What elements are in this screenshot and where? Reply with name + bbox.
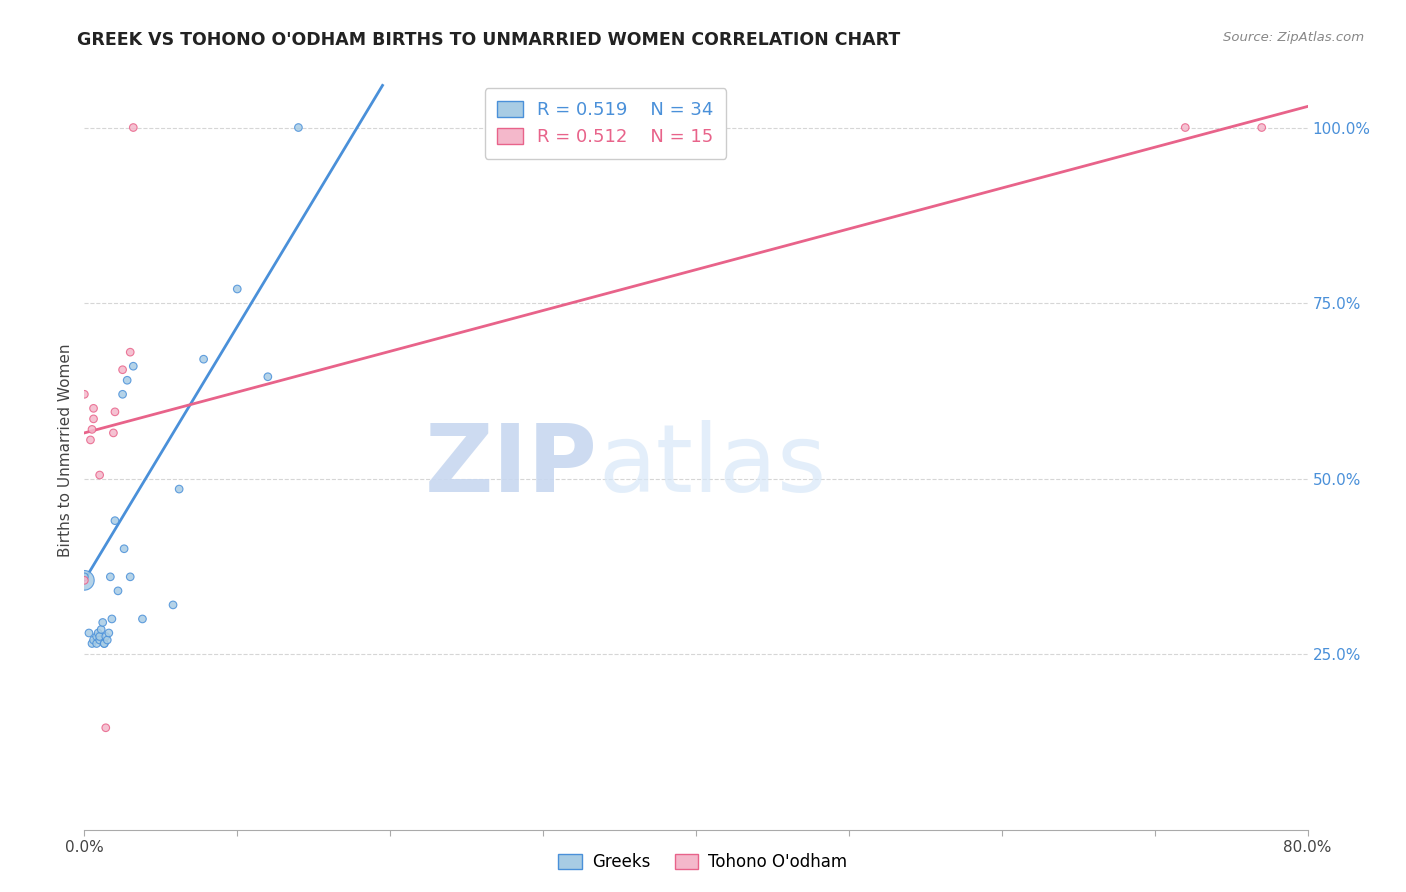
Text: Source: ZipAtlas.com: Source: ZipAtlas.com	[1223, 31, 1364, 45]
Point	[86, 636, 108, 650]
Point	[94, 630, 117, 644]
Text: ZIP: ZIP	[425, 419, 598, 512]
Point	[257, 369, 280, 384]
Point	[79, 433, 101, 447]
Point	[103, 425, 125, 440]
Point	[98, 570, 121, 584]
Point	[654, 120, 676, 135]
Point	[83, 412, 105, 426]
Point	[90, 623, 112, 637]
Point	[122, 359, 145, 374]
Point	[104, 405, 127, 419]
Point	[111, 362, 134, 376]
Point	[107, 583, 129, 598]
Point	[91, 615, 114, 630]
Legend: Greeks, Tohono O'odham: Greeks, Tohono O'odham	[550, 845, 856, 880]
Point	[87, 626, 110, 640]
Point	[162, 598, 184, 612]
Point	[93, 636, 115, 650]
Point	[167, 482, 190, 496]
Point	[120, 345, 142, 359]
Text: GREEK VS TOHONO O'ODHAM BIRTHS TO UNMARRIED WOMEN CORRELATION CHART: GREEK VS TOHONO O'ODHAM BIRTHS TO UNMARR…	[77, 31, 901, 49]
Point	[97, 626, 120, 640]
Point	[73, 574, 96, 588]
Point	[287, 120, 309, 135]
Point	[73, 387, 96, 401]
Point	[1174, 120, 1197, 135]
Point	[80, 422, 103, 436]
Point	[93, 636, 115, 650]
Point	[73, 574, 96, 588]
Point	[112, 541, 135, 556]
Point	[1250, 120, 1272, 135]
Point	[96, 633, 118, 648]
Point	[83, 401, 105, 416]
Point	[226, 282, 249, 296]
Point	[122, 120, 145, 135]
Y-axis label: Births to Unmarried Women: Births to Unmarried Women	[58, 343, 73, 558]
Text: atlas: atlas	[598, 419, 827, 512]
Point	[80, 636, 103, 650]
Point	[120, 570, 142, 584]
Point	[131, 612, 153, 626]
Legend: R = 0.519    N = 34, R = 0.512    N = 15: R = 0.519 N = 34, R = 0.512 N = 15	[485, 88, 725, 159]
Point	[89, 633, 111, 648]
Point	[94, 721, 117, 735]
Point	[89, 468, 111, 483]
Point	[104, 514, 127, 528]
Point	[193, 352, 215, 367]
Point	[111, 387, 134, 401]
Point	[83, 633, 105, 648]
Point	[77, 626, 100, 640]
Point	[89, 630, 111, 644]
Point	[115, 373, 138, 387]
Point	[73, 570, 96, 584]
Point	[86, 630, 108, 644]
Point	[101, 612, 124, 626]
